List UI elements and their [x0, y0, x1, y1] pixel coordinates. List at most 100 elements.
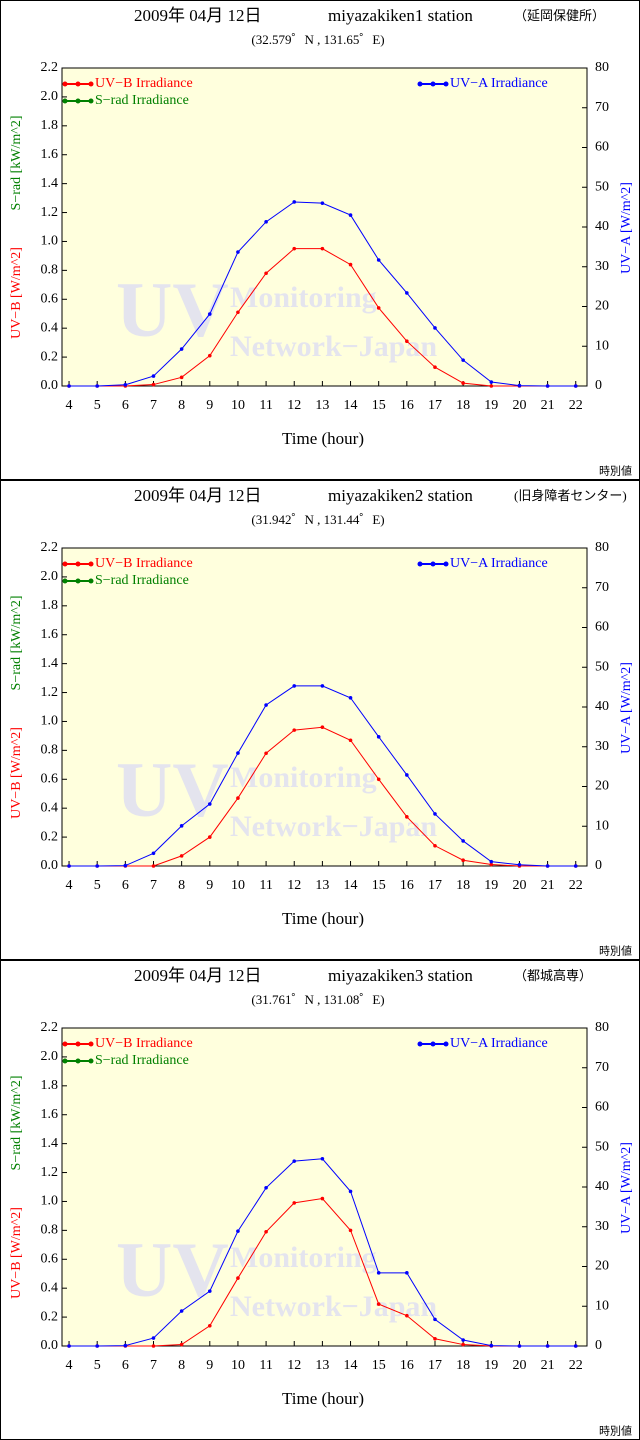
data-point: [207, 835, 212, 839]
y-tick-label: 0.0: [41, 378, 59, 393]
y-axis-label: UV−B [W/m^2]: [9, 727, 24, 819]
legend-dot: [62, 98, 68, 104]
data-point: [405, 1313, 409, 1318]
data-point: [123, 383, 128, 387]
x-tick-label: 22: [569, 878, 583, 893]
legend-dot: [62, 1058, 68, 1064]
data-point: [517, 863, 522, 867]
data-point: [207, 802, 212, 806]
x-tick-label: 13: [315, 1358, 329, 1373]
data-point: [461, 1342, 465, 1347]
x-axis-label: Time (hour): [282, 1389, 364, 1408]
x-tick-label: 20: [512, 1358, 526, 1373]
y2-tick-label: 10: [595, 338, 609, 353]
data-point: [179, 347, 184, 351]
data-point: [405, 339, 409, 343]
legend-dot: [430, 561, 436, 567]
legend-dot: [75, 561, 81, 567]
y2-tick-label: 40: [595, 699, 609, 714]
legend-label: UV−A Irradiance: [450, 556, 548, 571]
chart-subtitle: (32.579゜N , 131.65゜E): [251, 32, 384, 47]
data-point: [489, 862, 494, 867]
data-point: [320, 725, 325, 730]
data-point: [264, 751, 268, 756]
y-tick-label: 1.2: [41, 685, 59, 700]
data-point: [376, 777, 381, 782]
data-point: [179, 854, 184, 858]
data-point: [433, 812, 437, 816]
data-point: [179, 375, 184, 380]
x-tick-label: 15: [372, 1358, 386, 1373]
data-point: [264, 271, 268, 276]
y-tick-label: 1.0: [41, 234, 59, 249]
legend-dot: [62, 81, 68, 87]
x-tick-label: 8: [178, 878, 185, 893]
chart-title-note: （都城高専）: [514, 968, 592, 983]
data-point: [67, 384, 71, 388]
y2-axis-label: UV−A [W/m^2]: [619, 182, 634, 274]
y-axis-label: UV−B [W/m^2]: [9, 247, 24, 339]
x-tick-label: 5: [94, 878, 101, 893]
plot-frame: [61, 1027, 588, 1347]
chart-panel: UV Monitoring Network−Japan 2009年 04月 12日 mi…: [0, 960, 640, 1440]
data-point: [489, 859, 494, 864]
legend-dot: [75, 81, 81, 87]
data-point: [461, 358, 465, 362]
y2-tick-label: 70: [595, 1060, 609, 1075]
x-tick-label: 4: [66, 398, 73, 413]
x-tick-label: 19: [484, 878, 498, 893]
watermark: Network−Japan: [230, 330, 437, 363]
y2-tick-label: 60: [595, 140, 609, 155]
legend-dot: [417, 561, 423, 567]
y-tick-label: 0.2: [41, 1309, 59, 1324]
data-point: [320, 1156, 325, 1161]
legend-label: S−rad Irradiance: [95, 1053, 189, 1068]
y-tick-label: 2.0: [41, 569, 59, 584]
y-tick-label: 1.6: [41, 1107, 59, 1122]
data-point: [489, 1343, 494, 1348]
x-tick-label: 17: [428, 398, 442, 413]
data-point: [151, 382, 156, 387]
x-tick-label: 12: [287, 878, 301, 893]
y-axis-label: UV−B [W/m^2]: [9, 1207, 24, 1299]
y2-tick-label: 10: [595, 818, 609, 833]
chart-subtitle: (31.942゜N , 131.44゜E): [251, 512, 384, 527]
data-point: [461, 1338, 465, 1342]
data-point: [461, 839, 465, 843]
y-tick-label: 2.2: [41, 540, 59, 555]
data-point: [151, 864, 156, 868]
y-tick-label: 1.6: [41, 627, 59, 642]
chart-title: miyazakiken3 station: [328, 966, 473, 985]
legend-dot: [75, 1058, 81, 1064]
y2-tick-label: 50: [595, 1139, 609, 1154]
y2-tick-label: 30: [595, 1219, 609, 1234]
y-tick-label: 1.0: [41, 714, 59, 729]
y2-tick-label: 10: [595, 1298, 609, 1313]
x-tick-label: 7: [150, 878, 157, 893]
watermark: UV: [116, 266, 229, 353]
y-axis-label: S−rad [kW/m^2]: [9, 1076, 24, 1171]
data-point: [236, 1229, 240, 1233]
y-tick-label: 1.0: [41, 1194, 59, 1209]
watermark: Network−Japan: [230, 810, 437, 843]
x-tick-label: 4: [66, 878, 73, 893]
data-point: [179, 1309, 184, 1313]
y2-tick-label: 80: [595, 1020, 609, 1035]
y-tick-label: 1.4: [41, 176, 59, 191]
x-tick-label: 8: [178, 398, 185, 413]
data-point: [573, 384, 578, 388]
x-tick-label: 21: [541, 398, 555, 413]
legend-dot: [62, 561, 68, 567]
y-tick-label: 0.4: [41, 800, 59, 815]
x-tick-label: 19: [484, 398, 498, 413]
data-point: [489, 384, 494, 388]
data-point: [207, 1323, 212, 1328]
y-tick-label: 1.4: [41, 656, 59, 671]
x-tick-label: 13: [315, 398, 329, 413]
y-tick-label: 2.0: [41, 89, 59, 104]
data-point: [151, 851, 156, 856]
plot-frame: [61, 67, 588, 387]
data-point: [236, 796, 240, 800]
legend-label: UV−B Irradiance: [95, 76, 193, 91]
